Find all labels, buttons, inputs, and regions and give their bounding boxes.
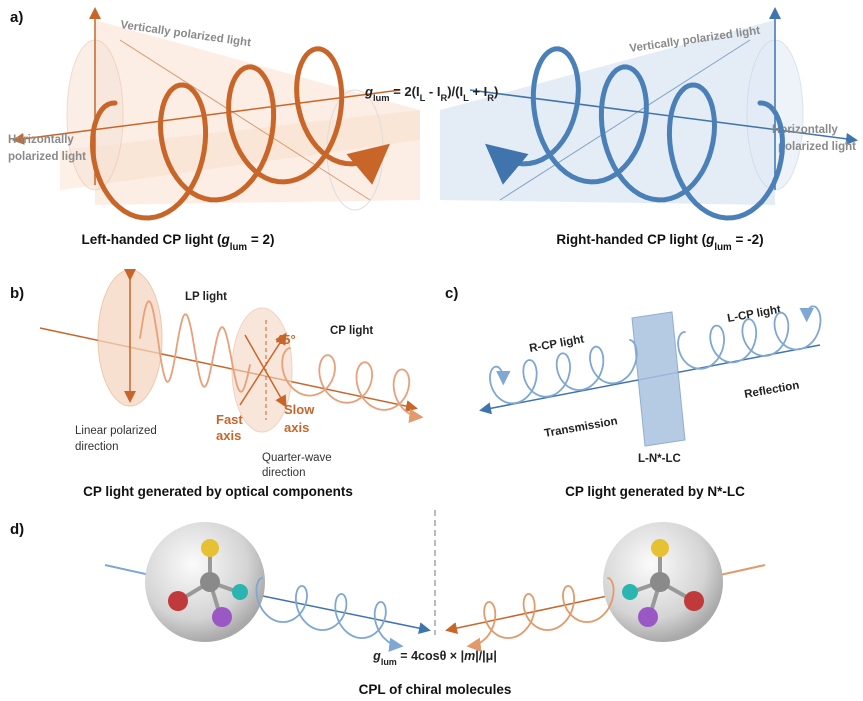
axis-label: polarized light — [778, 141, 856, 153]
label: axis — [216, 428, 241, 443]
text-run: )/(I — [447, 84, 463, 99]
label: L-N*-LC — [638, 453, 681, 465]
text-run: = 4cosθ × | — [397, 649, 464, 663]
caption: CPL of chiral molecules — [359, 682, 512, 697]
label: Quarter-wave — [262, 452, 332, 464]
text-run: lum — [373, 93, 390, 103]
text-run: |/|μ| — [475, 649, 497, 663]
text-run: L — [420, 93, 426, 103]
panel-label: c) — [445, 285, 458, 302]
text-run: lum — [381, 657, 397, 667]
text-run: Right-handed CP light ( — [556, 232, 706, 247]
molecule-left — [145, 522, 265, 642]
axis-label: polarized light — [8, 151, 86, 163]
text-run: R — [440, 93, 447, 103]
axis — [12, 89, 401, 145]
axis — [257, 594, 431, 635]
text-run: lum — [230, 242, 248, 253]
molecule-right — [603, 522, 723, 642]
arrow — [244, 334, 287, 408]
cpl-helix — [466, 577, 615, 652]
text-run: - I — [425, 84, 440, 99]
helix-right — [485, 46, 786, 221]
caption: Right-handed CP light (glum = -2) — [556, 232, 763, 253]
rcp-helix — [489, 339, 638, 405]
cpl-helix — [255, 577, 404, 652]
axis — [445, 594, 613, 634]
panel-label: b) — [10, 285, 24, 302]
beam — [719, 564, 766, 576]
text-run: = 2) — [247, 232, 274, 247]
label: axis — [284, 420, 309, 435]
text-run: m — [464, 649, 475, 663]
plane — [95, 20, 420, 205]
label: direction — [262, 467, 305, 479]
lc-film — [631, 311, 686, 447]
text-run: L — [463, 93, 469, 103]
label: LP light — [185, 291, 227, 303]
label: 45° — [276, 332, 296, 347]
text-run: + I — [469, 84, 487, 99]
text-run: = -2) — [732, 232, 764, 247]
text-run: lum — [714, 242, 732, 253]
axis — [119, 39, 371, 201]
panel-label: a) — [10, 9, 23, 26]
beam — [104, 564, 151, 576]
label: Slow — [284, 402, 315, 417]
label: direction — [75, 441, 118, 453]
label: CP light — [330, 325, 373, 337]
text-run: g — [372, 649, 381, 663]
panel-label: d) — [10, 521, 24, 538]
label: Reflection — [743, 379, 800, 400]
formula: glum = 4cosθ × |m|/|μ| — [372, 649, 497, 667]
text-run: g — [705, 232, 715, 247]
label: Linear polarized — [75, 425, 157, 437]
text-run: g — [364, 84, 373, 99]
axis-label: Horizontally — [772, 124, 838, 136]
axis-label: Horizontally — [8, 134, 74, 146]
label: Fast — [216, 412, 243, 427]
axis — [499, 39, 751, 201]
arrow — [239, 332, 287, 406]
cp-helix — [281, 347, 424, 424]
label: R-CP light — [528, 333, 585, 354]
text-run: Left-handed CP light ( — [82, 232, 222, 247]
caption: Left-handed CP light (glum = 2) — [82, 232, 275, 253]
formula: glum = 2(IL - IR)/(IL + IR) — [364, 84, 498, 103]
text-run: ) — [494, 84, 498, 99]
caption: CP light generated by optical components — [83, 484, 353, 499]
lcp-helix — [677, 305, 822, 370]
label: Transmission — [543, 415, 618, 440]
caption: CP light generated by N*-LC — [565, 484, 745, 499]
text-run: R — [487, 93, 494, 103]
lp-wave — [139, 300, 251, 393]
helix-left — [89, 46, 390, 221]
text-run: = 2(I — [390, 84, 420, 99]
text-run: g — [221, 232, 231, 247]
